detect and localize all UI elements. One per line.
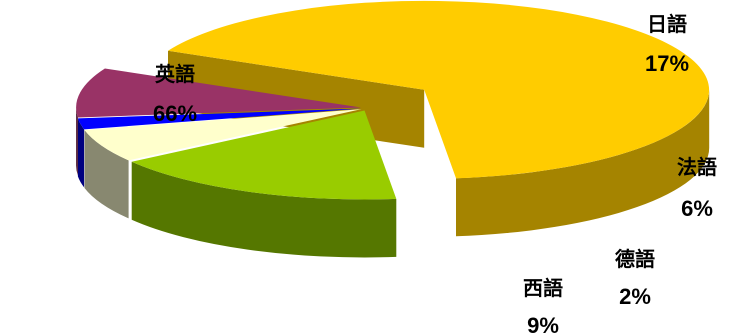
slice-label-japanese-value: 17% bbox=[645, 51, 689, 76]
slice-label-german-name: 德語 bbox=[615, 247, 655, 271]
slice-label-german-value: 2% bbox=[619, 284, 651, 309]
slice-side-japanese bbox=[131, 161, 397, 258]
slice-label-french-name: 法語 bbox=[677, 155, 717, 179]
slice-side-french bbox=[84, 130, 129, 219]
slice-label-french-value: 6% bbox=[681, 196, 713, 221]
slice-side-english bbox=[456, 89, 710, 237]
slice-french bbox=[84, 109, 362, 161]
pie-slices bbox=[76, 0, 710, 200]
slice-side-german bbox=[77, 118, 85, 188]
slice-label-english-value: 66% bbox=[153, 101, 197, 126]
slice-label-french: 法語 6% bbox=[677, 155, 717, 221]
slice-label-japanese: 日語 17% bbox=[645, 12, 689, 76]
slice-label-german: 德語 2% bbox=[615, 247, 655, 309]
slice-label-english-name: 英語 bbox=[155, 62, 195, 86]
slice-spanish bbox=[76, 68, 362, 118]
slice-label-spanish-name: 西語 bbox=[523, 276, 563, 300]
slice-english bbox=[168, 0, 710, 179]
slice-label-spanish: 西語 9% bbox=[523, 276, 563, 336]
slice-label-spanish-value: 9% bbox=[527, 313, 559, 336]
slice-japanese bbox=[131, 110, 397, 200]
slice-label-japanese-name: 日語 bbox=[647, 12, 687, 36]
slice-german bbox=[77, 108, 362, 130]
slice-side-spanish bbox=[76, 107, 78, 176]
slice-label-english: 英語 66% bbox=[153, 62, 197, 126]
